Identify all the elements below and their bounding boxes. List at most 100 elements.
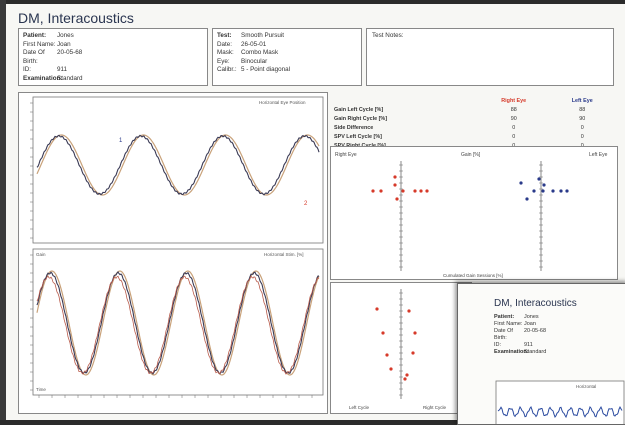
examination-label: Examination: bbox=[23, 74, 63, 82]
inset-patient-info: Patient: Jones First Name: Joan Date Of Bi… bbox=[494, 314, 546, 356]
test-value: Smooth Pursuit bbox=[241, 32, 285, 39]
first-name-label: First Name: bbox=[23, 40, 56, 48]
right-eye-scatter-label: Right Eye bbox=[335, 152, 357, 158]
background-edge bbox=[0, 0, 6, 420]
x-axis-label: Time bbox=[36, 387, 46, 392]
inset-first-name-value: Joan bbox=[524, 321, 536, 327]
x-tick-marks bbox=[38, 395, 313, 398]
inset-plot-frame bbox=[495, 380, 625, 424]
scatter-point bbox=[395, 197, 399, 201]
top-plot-caption: Horizontal Eye Position bbox=[259, 100, 306, 105]
waveform-panel: 1 2 Horizontal Eye Position Horizontal S… bbox=[18, 92, 328, 414]
row-label: SPV Right Cycle [%] bbox=[332, 141, 477, 150]
test-notes-box: Test Notes: bbox=[366, 28, 614, 86]
scatter-point bbox=[559, 189, 563, 193]
mask-label: Mask: bbox=[217, 49, 234, 56]
dob-value: 20-05-68 bbox=[57, 49, 83, 56]
id-label: ID: bbox=[23, 66, 32, 73]
cycle-scatter-panel: Left Cycle Right Cycle bbox=[330, 282, 472, 414]
scatter-point bbox=[389, 367, 393, 371]
gain-label: Gain [%] bbox=[461, 152, 481, 158]
inset-examination-label: Examination: bbox=[494, 349, 529, 355]
row-left: 0 bbox=[580, 124, 584, 131]
table-row: Gain Left Cycle [%] 88 88 bbox=[332, 105, 614, 114]
table-row: SPV Left Cycle [%] 0 0 bbox=[332, 132, 614, 141]
scatter-point bbox=[381, 331, 385, 335]
id-value: 911 bbox=[57, 66, 68, 73]
scatter-point bbox=[405, 373, 409, 377]
summary-col-right: Right Eye bbox=[501, 97, 527, 104]
eye-label: Eye: bbox=[217, 57, 230, 65]
inset-dob-value: 20-05-68 bbox=[524, 328, 547, 334]
scatter-point bbox=[375, 307, 379, 311]
top-plot-frame bbox=[32, 96, 324, 244]
report-title: DM, Interacoustics bbox=[18, 10, 134, 26]
scatter-point bbox=[371, 189, 375, 193]
first-name-value: Joan bbox=[57, 40, 71, 48]
inset-plot-svg: Horizontal bbox=[495, 380, 625, 424]
cycle-scatter-svg: Left Cycle Right Cycle bbox=[349, 289, 447, 410]
scatter-axis-ticks bbox=[399, 164, 543, 268]
row-right: 0 bbox=[512, 124, 516, 131]
scatter-point bbox=[379, 189, 383, 193]
examination-value: Standard bbox=[57, 74, 83, 82]
scatter-point bbox=[401, 189, 405, 193]
right-eye-points bbox=[371, 175, 429, 201]
test-label: Test: bbox=[217, 32, 232, 39]
scatter-point bbox=[419, 189, 423, 193]
inset-id-label: ID: bbox=[494, 342, 502, 348]
cycle-axis-ticks bbox=[399, 292, 403, 396]
right-cycle-label: Right Cycle bbox=[423, 405, 447, 410]
row-left: 90 bbox=[579, 115, 586, 122]
scatter-point bbox=[393, 183, 397, 187]
left-eye-scatter-label: Left Eye bbox=[589, 152, 608, 158]
eye-value: Binocular bbox=[241, 57, 268, 65]
calibr-label: Calibr.: bbox=[217, 66, 237, 73]
table-row: Side Difference 0 0 bbox=[332, 123, 614, 132]
inset-report-page: DM, Interacoustics Patient: Jones First N… bbox=[457, 283, 625, 425]
left-cycle-label: Left Cycle bbox=[349, 405, 370, 410]
top-stimulus-trace bbox=[36, 134, 320, 196]
scatter-point bbox=[413, 189, 417, 193]
waveform-svg: 1 2 Horizontal Eye Position Horizontal S… bbox=[30, 96, 324, 398]
row-right: 90 bbox=[510, 115, 517, 122]
date-value: 26-05-01 bbox=[241, 40, 267, 48]
table-row: Gain Right Cycle [%] 90 90 bbox=[332, 114, 614, 123]
top-eye-trace bbox=[36, 134, 320, 196]
patient-info-box: Patient: Jones First Name: Joan Date Of Bi… bbox=[18, 28, 208, 86]
scatter-point bbox=[385, 353, 389, 357]
bottom-eye-trace-2 bbox=[36, 275, 320, 375]
summary-table: Right Eye Left Eye Gain Left Cycle [%] 88… bbox=[332, 96, 614, 150]
bottom-plot-ticks bbox=[30, 254, 33, 391]
table-row: SPV Right Cycle [%]00 bbox=[332, 141, 614, 150]
inset-caption: Horizontal bbox=[576, 384, 596, 389]
scatter-point bbox=[541, 189, 545, 193]
row-label: Side Difference bbox=[334, 124, 374, 131]
calibr-value: 5 - Point diagonal bbox=[241, 66, 291, 73]
scatter-point bbox=[551, 189, 555, 193]
summary-header-blank bbox=[332, 96, 477, 105]
patient-value: Jones bbox=[57, 32, 74, 39]
row-left: 0 bbox=[580, 133, 584, 140]
row-right: 88 bbox=[510, 106, 517, 113]
scatter-point bbox=[425, 189, 429, 193]
inset-trace bbox=[497, 405, 623, 419]
cumulated-label: Cumulated Gain Sessions [%] bbox=[443, 273, 503, 278]
test-notes-label: Test Notes: bbox=[372, 32, 404, 39]
marker-1: 1 bbox=[119, 138, 123, 144]
row-label: Gain Left Cycle [%] bbox=[334, 106, 384, 113]
cycle-points bbox=[375, 307, 417, 381]
left-eye-points bbox=[519, 177, 569, 201]
inset-title: DM, Interacoustics bbox=[494, 298, 577, 309]
patient-label: Patient: bbox=[23, 32, 47, 39]
row-right: 0 bbox=[477, 141, 550, 150]
scatter-point bbox=[525, 197, 529, 201]
scatter-point bbox=[403, 377, 407, 381]
inset-dob-label: Date Of Birth: bbox=[494, 328, 513, 341]
dob-label: Date Of Birth: bbox=[23, 49, 45, 65]
bottom-plot-frame bbox=[32, 248, 324, 396]
inset-first-name-label: First Name: bbox=[494, 321, 523, 327]
scatter-point bbox=[411, 351, 415, 355]
scatter-point bbox=[532, 189, 536, 193]
top-plot-ticks bbox=[30, 102, 33, 239]
